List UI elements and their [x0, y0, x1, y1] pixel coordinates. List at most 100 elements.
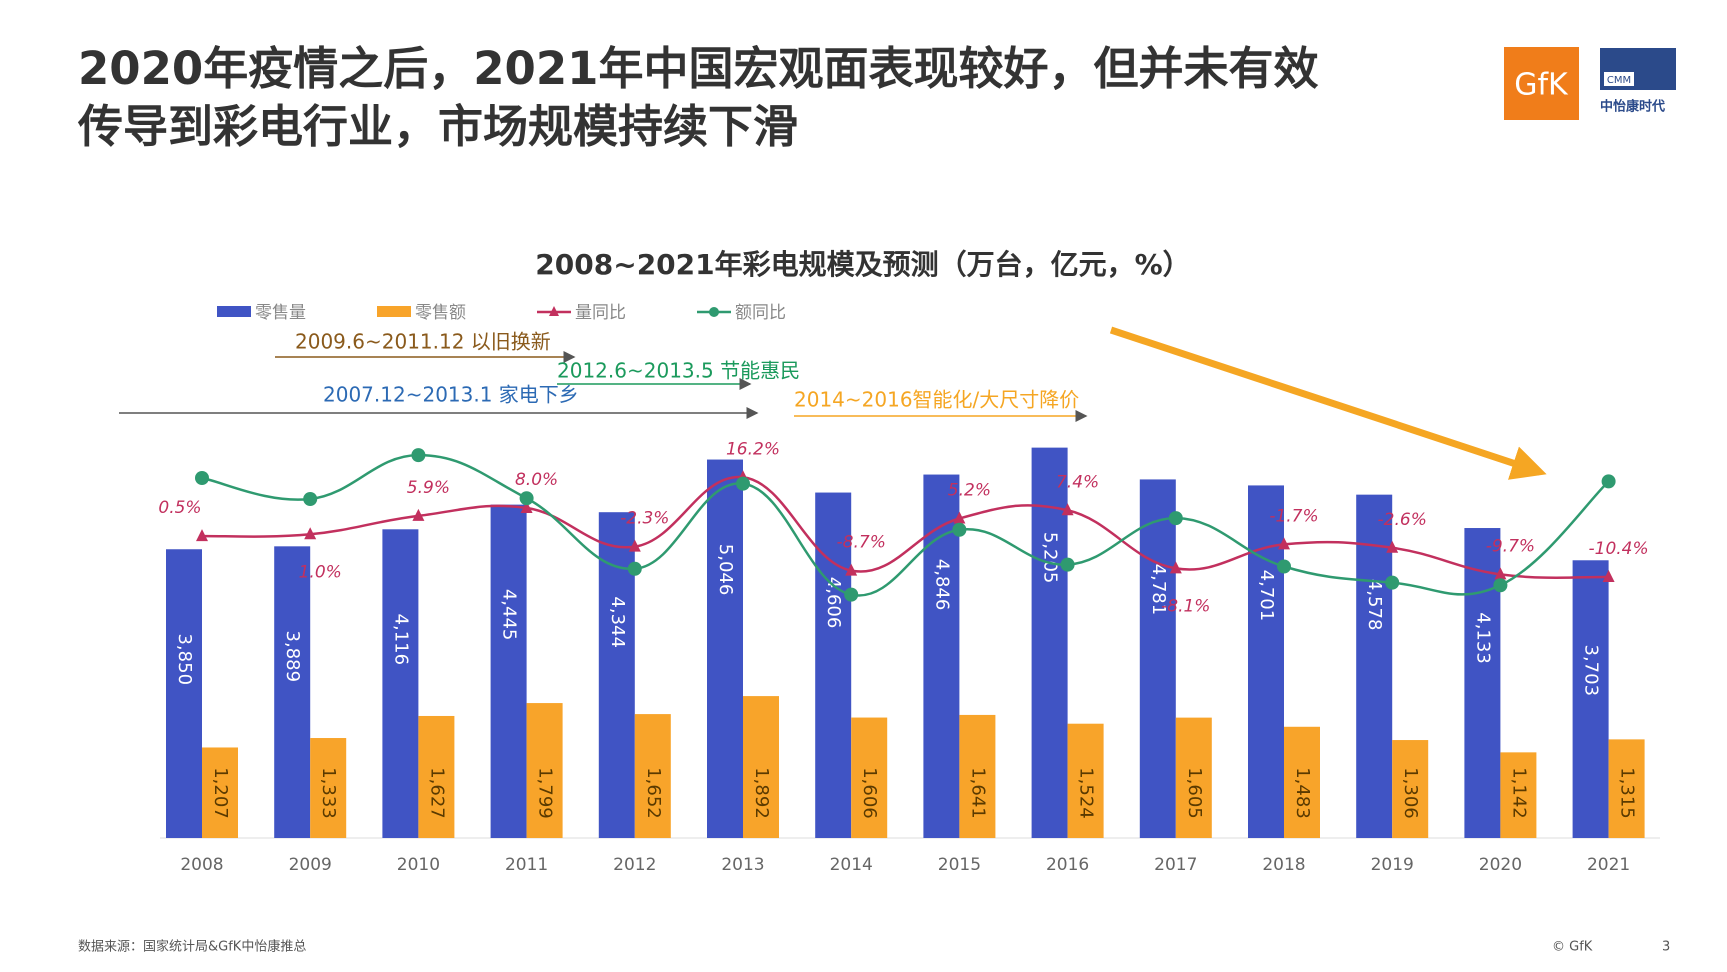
marker — [196, 529, 208, 542]
legend-swatch — [549, 306, 559, 316]
value-label: 4,578 — [1364, 579, 1385, 631]
value-label: 1,142 — [1508, 767, 1529, 819]
legend-label: 零售额 — [415, 303, 466, 323]
value-label: 1,641 — [967, 767, 988, 819]
x-tick-label: 2011 — [505, 855, 548, 875]
marker — [844, 587, 859, 602]
marker — [304, 527, 317, 540]
slide-title: 传导到彩电行业，市场规模持续下滑 — [77, 100, 798, 153]
value-label: -8.7% — [837, 533, 886, 553]
marker — [1493, 578, 1508, 593]
value-label: 1,652 — [643, 767, 664, 819]
bar — [634, 714, 671, 838]
value-label: 4,781 — [1148, 564, 1169, 616]
slide-title: 2020年疫情之后，2021年中国宏观面表现较好，但并未有效 — [78, 42, 1319, 95]
bar — [526, 703, 563, 838]
marker — [628, 539, 641, 552]
gfk-logo — [1504, 47, 1579, 120]
value-label: 8.0% — [515, 470, 558, 490]
x-tick-label: 2012 — [613, 855, 656, 875]
marker — [1386, 540, 1399, 553]
marker — [1602, 570, 1615, 582]
value-label: 1,306 — [1400, 767, 1421, 819]
value-label: 1,627 — [426, 767, 447, 819]
bar — [707, 459, 743, 838]
marker — [1385, 575, 1400, 590]
page-number: 3 — [1662, 940, 1670, 955]
period-label: 2012.6~2013.5 节能惠民 — [557, 359, 800, 383]
marker — [520, 501, 533, 513]
marker — [1601, 474, 1616, 489]
bar — [1248, 485, 1284, 838]
value-label: 1,606 — [859, 767, 880, 819]
value-label: 4,344 — [607, 596, 628, 648]
x-tick-label: 2014 — [830, 855, 873, 875]
line — [201, 453, 1610, 597]
value-label: 4,846 — [931, 559, 952, 611]
bar — [1608, 739, 1645, 838]
marker — [1494, 567, 1507, 580]
bar — [310, 738, 347, 838]
bar — [1175, 717, 1212, 838]
marker — [412, 508, 425, 521]
x-tick-label: 2016 — [1046, 855, 1089, 875]
value-label: 5,046 — [715, 544, 736, 596]
bar — [743, 696, 779, 838]
cmm-logo-box — [1604, 72, 1634, 86]
cmm-name: 中怡康时代 — [1600, 99, 1665, 115]
bar — [490, 504, 527, 838]
legend-swatch — [377, 306, 411, 317]
legend-label: 额同比 — [735, 303, 786, 323]
value-label: 0.5% — [158, 498, 201, 518]
marker — [1060, 557, 1075, 572]
bar — [1464, 528, 1501, 838]
bar — [1031, 447, 1068, 838]
value-label: 1,605 — [1184, 767, 1205, 819]
marker — [1168, 511, 1183, 526]
marker — [952, 522, 967, 537]
bar — [382, 529, 419, 838]
legend-swatch — [709, 307, 719, 317]
value-label: -2.6% — [1378, 510, 1427, 530]
copyright: © GfK — [1552, 940, 1593, 955]
marker — [195, 471, 209, 485]
bar — [418, 715, 455, 838]
x-tick-label: 2021 — [1587, 855, 1630, 875]
period-label: 2007.12~2013.1 家电下乡 — [323, 383, 579, 407]
gfk-logo-text: GfK — [1514, 68, 1569, 103]
value-label: -8.1% — [1161, 596, 1210, 616]
bar — [166, 549, 202, 838]
legend-swatch — [217, 306, 251, 317]
cmm-logo-text: CMM — [1607, 75, 1631, 86]
bar — [202, 747, 238, 838]
bar — [815, 492, 852, 838]
value-label: 3,850 — [174, 633, 195, 685]
value-label: 1,207 — [210, 767, 231, 819]
value-label: 1,315 — [1617, 767, 1638, 819]
marker — [1278, 537, 1290, 550]
bar — [1356, 494, 1393, 838]
x-tick-label: 2015 — [938, 855, 981, 875]
period-label: 2009.6~2011.12 以旧换新 — [295, 330, 551, 354]
value-label: 5.2% — [948, 481, 991, 501]
value-label: 4,445 — [499, 589, 520, 641]
value-label: 1,333 — [318, 767, 339, 819]
bar — [1392, 740, 1429, 838]
chart-title: 2008~2021年彩电规模及预测（万台，亿元，%） — [535, 248, 1190, 281]
value-label: 1,799 — [535, 767, 556, 819]
value-label: 3,703 — [1581, 645, 1602, 697]
value-label: 1,483 — [1292, 767, 1313, 819]
value-label: 16.2% — [726, 439, 780, 459]
line — [201, 475, 1609, 579]
marker — [736, 476, 750, 491]
marker — [845, 563, 858, 576]
bar — [1500, 752, 1537, 838]
value-label: -1.7% — [1269, 506, 1318, 526]
marker — [953, 511, 966, 524]
x-tick-label: 2020 — [1479, 855, 1522, 875]
value-label: 3,889 — [282, 631, 303, 683]
value-label: 5.9% — [407, 478, 450, 498]
value-label: -9.7% — [1486, 536, 1535, 556]
